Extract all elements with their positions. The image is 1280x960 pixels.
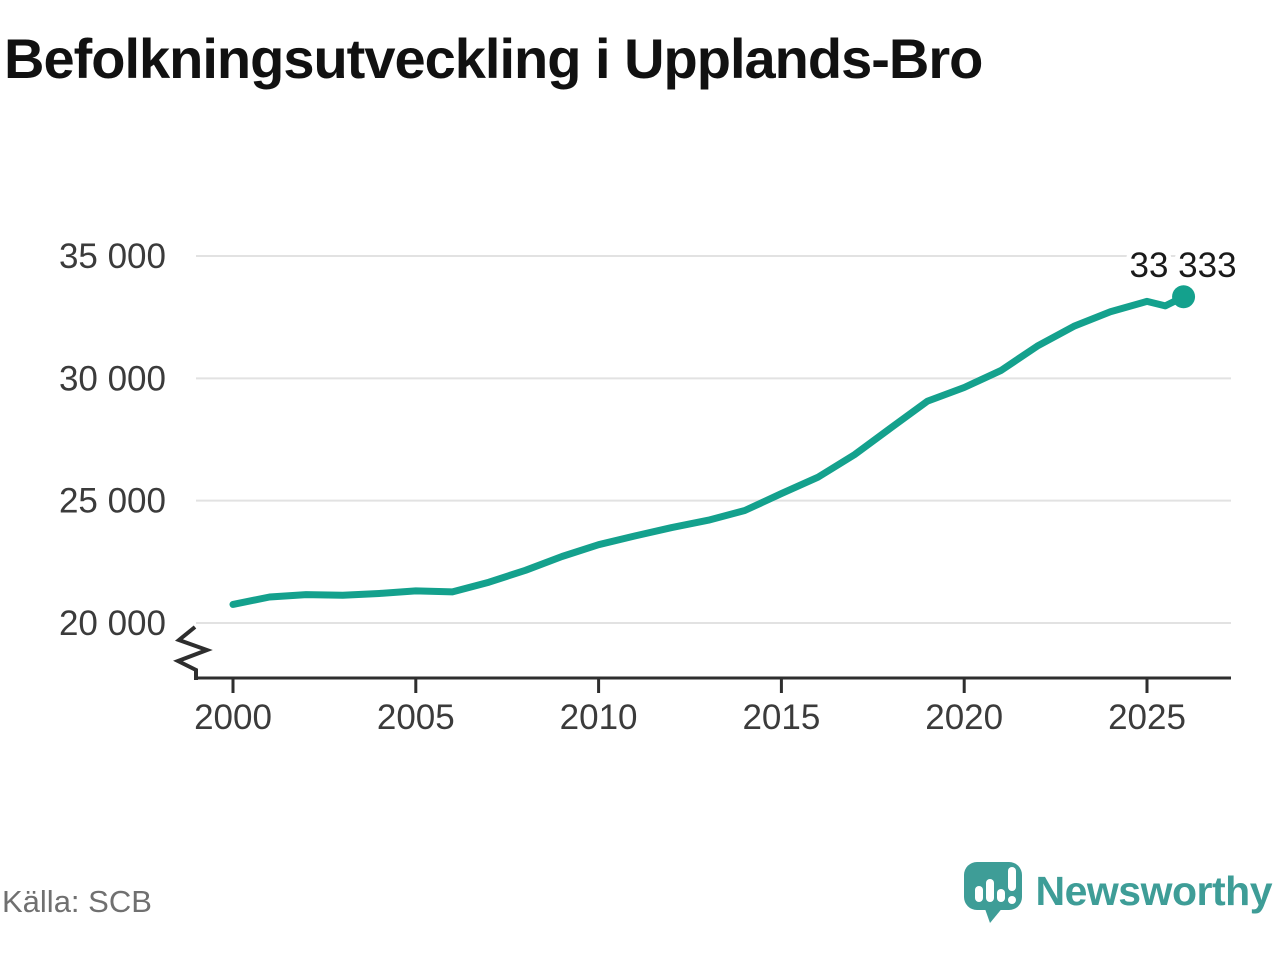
population-line-chart: 35 000 30 000 25 000 20 000 2000 2005 2010 2015…: [58, 237, 1237, 737]
y-tick-label: 25 000: [59, 482, 166, 521]
newsworthy-wordmark: Newsworthy: [1035, 868, 1273, 914]
latest-point-dot: [1172, 285, 1196, 309]
logo-bar-icon: [996, 889, 1005, 902]
x-tick-label: 2000: [194, 698, 272, 737]
y-tick-label: 20 000: [59, 604, 166, 643]
chart-title: Befolkningsutveckling i Upplands-Bro: [4, 27, 983, 90]
y-tick-label: 30 000: [59, 359, 166, 398]
logo-exclamation-dot-icon: [1007, 896, 1016, 904]
x-tick-label: 2010: [560, 698, 638, 737]
x-tick-label: 2025: [1108, 698, 1186, 737]
newsworthy-logo: Newsworthy: [962, 858, 1273, 924]
logo-bar-icon: [985, 879, 994, 902]
x-tick-label: 2015: [742, 698, 820, 737]
newsworthy-logo-icon: [963, 862, 1022, 923]
logo-exclamation-icon: [1007, 867, 1016, 891]
x-tick-label: 2020: [925, 698, 1003, 737]
x-tick-label: 2005: [377, 698, 455, 737]
axis-break-icon: [173, 625, 213, 680]
y-tick-label: 35 000: [59, 237, 166, 276]
population-line: [229, 293, 1188, 608]
source-label: Källa: SCB: [2, 884, 152, 919]
latest-value-label: 33 333: [1129, 246, 1236, 285]
logo-bar-icon: [974, 886, 983, 902]
